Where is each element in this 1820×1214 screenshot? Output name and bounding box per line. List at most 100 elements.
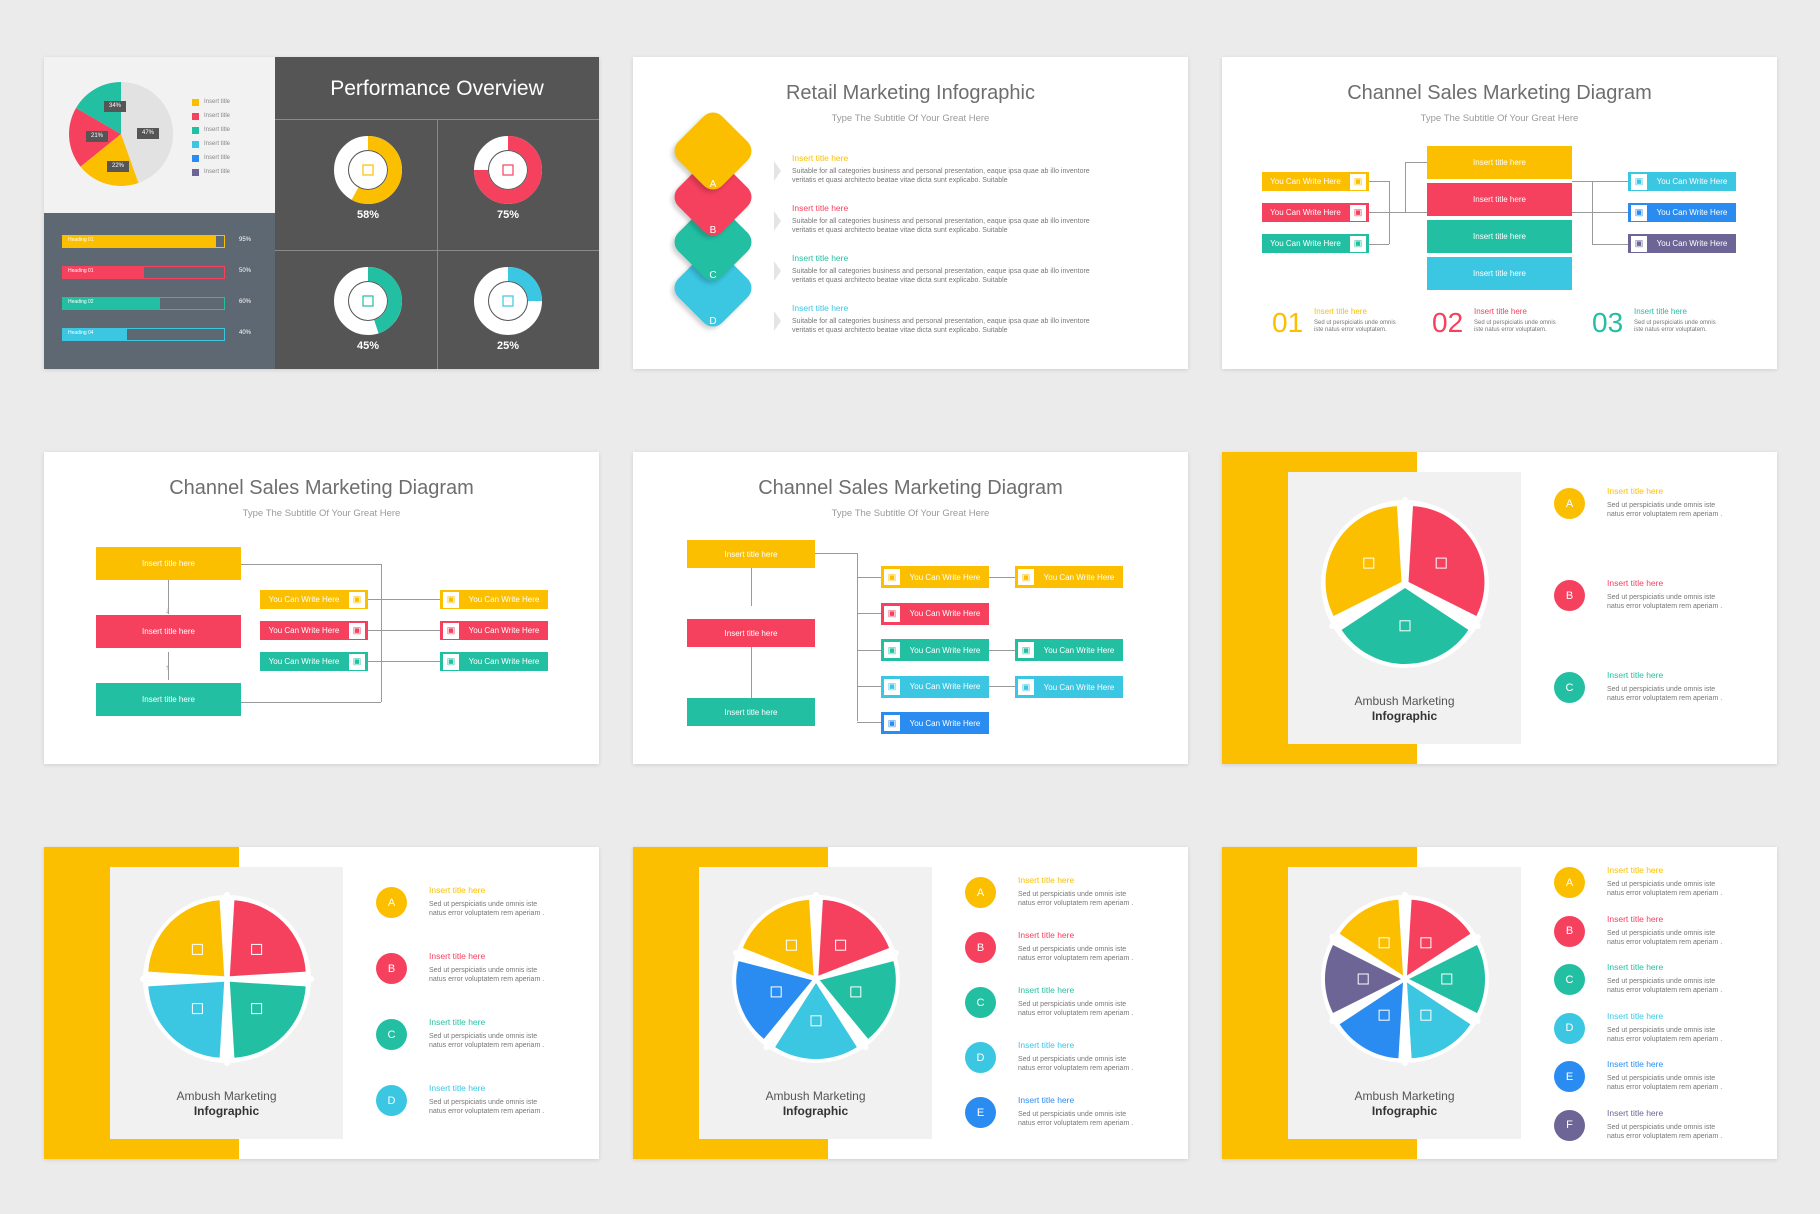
connector-line <box>989 650 1015 651</box>
slide-channel-sales-3[interactable]: Channel Sales Marketing Diagram Type The… <box>633 452 1188 764</box>
badge-letter: B <box>976 941 985 954</box>
write-here-box[interactable]: You Can Write Here <box>881 566 989 588</box>
slide-ambush-6[interactable]: Ambush Marketing Infographic A Insert title… <box>1222 847 1777 1159</box>
write-here-box[interactable]: You Can Write Here <box>1015 639 1123 661</box>
segment-icon <box>1420 1009 1432 1021</box>
slide-channel-sales-1[interactable]: Channel Sales Marketing Diagram Type The… <box>1222 57 1777 369</box>
segment-icon <box>191 943 203 955</box>
connector-line <box>1405 162 1427 163</box>
donut-arc <box>474 136 542 204</box>
segment-icon <box>835 939 847 951</box>
source-box[interactable]: Insert title here <box>96 547 241 580</box>
cycle-segment <box>1409 945 1486 1013</box>
arrow-head-icon <box>892 950 899 956</box>
item-text: Sed ut perspiciatis unde omnis iste <box>1607 1075 1716 1082</box>
source-box[interactable]: Insert title here <box>687 619 815 647</box>
write-here-box[interactable]: You Can Write Here <box>1628 234 1736 253</box>
connector-line <box>1592 212 1628 213</box>
connector-line <box>1405 162 1406 212</box>
bar-percent: 40% <box>239 330 252 336</box>
center-box[interactable]: Insert title here <box>1427 146 1572 179</box>
caption-line2: Infographic <box>782 1104 849 1118</box>
write-here-box[interactable]: You Can Write Here <box>1262 203 1369 222</box>
item-badge: E <box>1554 1061 1585 1092</box>
caption-line2: Infographic <box>1371 709 1438 723</box>
chart-icon <box>362 164 374 176</box>
source-label: Insert title here <box>142 559 195 568</box>
item-title: Insert title here <box>1607 1059 1664 1069</box>
connector-line <box>168 580 169 614</box>
write-here-box[interactable]: You Can Write Here <box>881 602 989 625</box>
arrow-head-icon <box>1402 497 1408 503</box>
item-title: Insert title here <box>1607 486 1664 496</box>
item-text: Sed ut perspiciatis unde omnis iste <box>1607 881 1716 888</box>
write-here-box[interactable]: You Can Write Here <box>1262 172 1369 191</box>
step-title: Insert title here <box>1474 307 1527 316</box>
slide-channel-sales-2[interactable]: Channel Sales Marketing Diagram Type The… <box>44 452 599 764</box>
center-box[interactable]: Insert title here <box>1427 220 1572 253</box>
item-badge: D <box>376 1085 407 1116</box>
pie-label: 47% <box>137 128 159 139</box>
segment-icon <box>850 986 862 998</box>
arrow-head-icon <box>733 950 740 956</box>
write-here-box[interactable]: You Can Write Here <box>1015 676 1123 698</box>
write-here-box[interactable]: You Can Write Here <box>260 652 368 671</box>
badge-letter: A <box>1565 497 1574 510</box>
source-box[interactable]: Insert title here <box>96 615 241 648</box>
diagram-caption: Ambush Marketing Infographic <box>1288 1089 1521 1119</box>
write-here-box[interactable]: You Can Write Here <box>1628 203 1736 222</box>
step-text: Sed ut perspiciatis unde omnis <box>1474 320 1556 326</box>
item-badge: C <box>965 987 996 1018</box>
step-text: iste natus error voluptatem. <box>1634 327 1707 333</box>
source-box[interactable]: Insert title here <box>687 540 815 568</box>
center-box[interactable]: Insert title here <box>1427 183 1572 216</box>
slide-performance-overview[interactable]: 34% 21% 22% 47% Insert title Insert titl… <box>44 57 599 369</box>
feature-icon: ▣ <box>443 591 459 608</box>
write-here-box[interactable]: You Can Write Here <box>881 639 989 661</box>
write-here-box[interactable]: You Can Write Here <box>881 712 989 734</box>
write-here-box[interactable]: You Can Write Here <box>881 675 989 698</box>
connector-line <box>857 577 881 578</box>
item-title: Insert title here <box>1607 1107 1664 1118</box>
write-here-box[interactable]: You Can Write Here <box>1628 172 1736 191</box>
write-here-box[interactable]: You Can Write Here <box>440 652 548 671</box>
write-here-box[interactable]: You Can Write Here <box>260 621 368 640</box>
slide-subtitle: Type The Subtitle Of Your Great Here <box>831 113 990 124</box>
source-box[interactable]: Insert title here <box>687 698 815 726</box>
connector-line <box>368 630 440 631</box>
bars-panel: Heading 01 95% Heading 01 50% Heading 02 60% H… <box>44 213 275 369</box>
badge-letter: B <box>1565 925 1574 937</box>
feature-icon: ▣ <box>1631 173 1647 190</box>
step-text: iste natus error voluptatem. <box>1314 327 1387 333</box>
connector-line <box>1572 181 1592 182</box>
item-text: natus error voluptatem rem aperiam . <box>1018 1120 1134 1127</box>
write-here-box[interactable]: You Can Write Here <box>1015 566 1123 588</box>
source-box[interactable]: Insert title here <box>96 683 241 716</box>
badge-letter: C <box>387 1028 396 1041</box>
cycle-segment <box>1407 982 1471 1059</box>
item-title: Insert title here <box>1607 670 1664 680</box>
wallet-icon <box>502 295 514 307</box>
write-here-label: You Can Write Here <box>1043 572 1115 582</box>
slide-retail-infographic[interactable]: Retail Marketing Infographic Type The Su… <box>633 57 1188 369</box>
segment-icon <box>1435 557 1447 569</box>
segment-icon <box>810 1015 822 1027</box>
write-here-box[interactable]: You Can Write Here <box>1262 234 1369 253</box>
write-here-box[interactable]: You Can Write Here <box>440 621 548 640</box>
slide-ambush-5[interactable]: Ambush Marketing Infographic A Insert title… <box>633 847 1188 1159</box>
cycle-diagram <box>732 892 900 1063</box>
feature-icon: ▣ <box>884 715 900 731</box>
diagram-caption: Ambush Marketing Infographic <box>699 1089 932 1119</box>
center-box[interactable]: Insert title here <box>1427 257 1572 290</box>
item-title: Insert title here <box>1607 1010 1664 1021</box>
slide-ambush-3[interactable]: Ambush Marketing Infographic A Insert title… <box>1222 452 1777 764</box>
item-text: Sed ut perspiciatis unde omnis iste <box>1607 1026 1716 1034</box>
write-here-box[interactable]: You Can Write Here <box>440 590 548 609</box>
chevron-right-icon <box>774 211 781 231</box>
slide-ambush-4[interactable]: Ambush Marketing Infographic A Insert title… <box>44 847 599 1159</box>
arrow-head-icon <box>1329 623 1336 629</box>
slide-subtitle: Type The Subtitle Of Your Great Here <box>831 508 990 519</box>
connector-line <box>1592 181 1628 182</box>
write-here-box[interactable]: You Can Write Here <box>260 590 368 609</box>
connector-line <box>857 722 881 723</box>
